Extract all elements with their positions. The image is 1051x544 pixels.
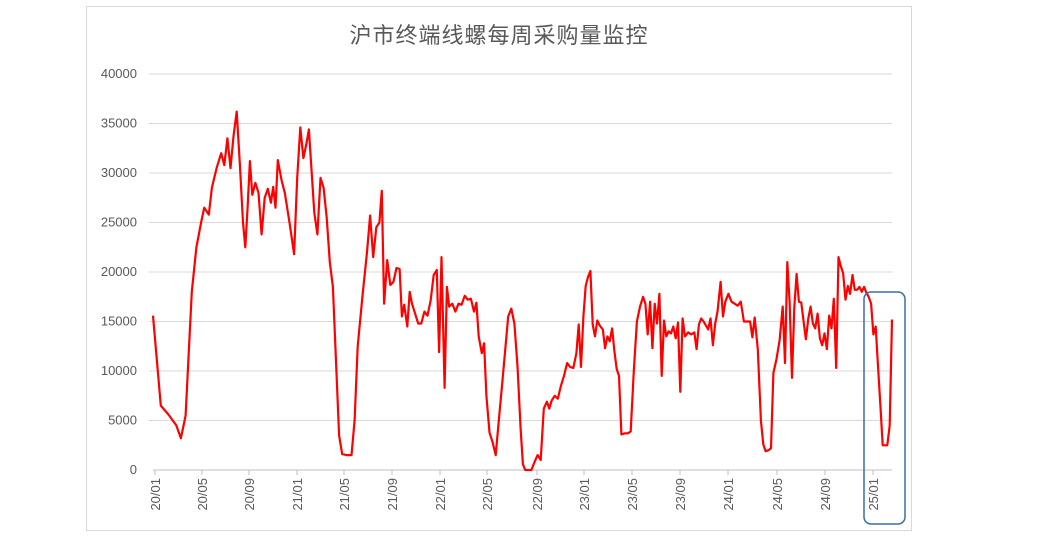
x-tick-label: 24/05 — [770, 478, 785, 511]
x-tick-label: 24/01 — [721, 478, 736, 511]
x-tick-label: 21/01 — [290, 478, 305, 511]
series-line — [151, 110, 894, 472]
x-tick-label: 20/05 — [195, 478, 210, 511]
y-tick-label: 15000 — [101, 314, 137, 329]
x-tick-label: 22/09 — [530, 478, 545, 511]
x-tick-label: 20/01 — [148, 478, 163, 511]
x-tick-label: 24/09 — [818, 478, 833, 511]
x-tick-label: 22/01 — [433, 478, 448, 511]
x-tick-label: 23/01 — [577, 478, 592, 511]
y-tick-label: 5000 — [108, 413, 137, 428]
y-tick-label: 25000 — [101, 215, 137, 230]
y-axis-ticks: 0 5000 10000 15000 20000 25000 30000 35000 40000 — [101, 66, 137, 477]
x-tick-label: 22/05 — [480, 478, 495, 511]
y-tick-label: 40000 — [101, 66, 137, 81]
x-tick-label: 21/09 — [385, 478, 400, 511]
y-tick-label: 0 — [130, 462, 137, 477]
y-tick-label: 20000 — [101, 264, 137, 279]
chart-frame — [86, 6, 912, 531]
x-tick-label: 23/09 — [673, 478, 688, 511]
y-tick-label: 30000 — [101, 165, 137, 180]
y-tick-label: 35000 — [101, 116, 137, 131]
gridlines — [149, 73, 892, 421]
x-tick-label: 23/05 — [625, 478, 640, 511]
x-axis-ticks: 20/01 20/05 20/09 21/01 21/05 21/09 22/01 22/05… — [148, 470, 881, 511]
x-tick-label: 25/01 — [866, 478, 881, 511]
x-tick-label: 21/05 — [337, 478, 352, 511]
y-tick-label: 10000 — [101, 363, 137, 378]
highlight-box — [863, 291, 906, 525]
chart-title: 沪市终端线螺每周采购量监控 — [349, 24, 649, 49]
x-tick-label: 20/09 — [242, 478, 257, 511]
